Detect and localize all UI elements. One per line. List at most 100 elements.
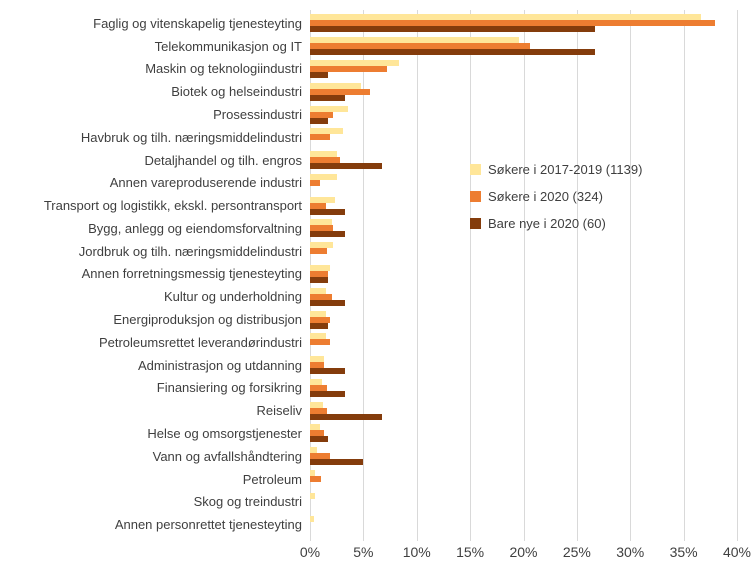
bar-series-1 bbox=[310, 82, 362, 89]
bar-series-2 bbox=[310, 179, 320, 186]
category-row: Maskin og teknologiindustri bbox=[0, 58, 737, 81]
category-row: Jordbruk og tilh. næringsmiddelindustri bbox=[0, 240, 737, 263]
bar-series-3 bbox=[310, 231, 346, 238]
bar-series-2 bbox=[310, 225, 334, 232]
bar-series-2 bbox=[310, 407, 328, 414]
category-label: Annen vareproduserende industri bbox=[109, 175, 302, 191]
bar-group bbox=[310, 490, 737, 513]
bar-series-2 bbox=[310, 88, 370, 95]
bar-group bbox=[310, 171, 737, 194]
bar-series-3 bbox=[310, 71, 329, 78]
bar-series-1 bbox=[310, 515, 315, 522]
bar-series-2 bbox=[310, 248, 328, 255]
x-axis-tick-label: 5% bbox=[353, 544, 374, 560]
gridline bbox=[523, 10, 525, 541]
bar-series-1 bbox=[310, 470, 316, 477]
category-label: Annen forretningsmessig tjenesteyting bbox=[81, 266, 302, 282]
bar-series-2 bbox=[310, 20, 715, 27]
category-label: Finansiering og forsikring bbox=[156, 380, 302, 396]
bar-series-2 bbox=[310, 65, 387, 72]
bar-series-3 bbox=[310, 117, 329, 124]
bar-series-1 bbox=[310, 105, 349, 112]
bar-series-2 bbox=[310, 134, 331, 141]
chart-legend: Søkere i 2017-2019 (1139) Søkere i 2020 (… bbox=[470, 161, 642, 242]
category-row: Telekommunikasjon og IT bbox=[0, 35, 737, 58]
bar-series-1 bbox=[310, 333, 326, 340]
category-label: Faglig og vitenskapelig tjenesteyting bbox=[93, 15, 302, 31]
bar-group bbox=[310, 331, 737, 354]
category-row: Petroleumsrettet leverandørindustri bbox=[0, 331, 737, 354]
category-row: Kultur og underholdning bbox=[0, 285, 737, 308]
bar-series-1 bbox=[310, 219, 333, 226]
bar-series-1 bbox=[310, 128, 344, 135]
bar-series-2 bbox=[310, 43, 530, 50]
category-row: Bygg, anlegg og eiendomsforvaltning bbox=[0, 217, 737, 240]
bar-series-3 bbox=[310, 94, 346, 101]
category-label: Administrasjon og utdanning bbox=[137, 357, 302, 373]
bar-series-1 bbox=[310, 287, 326, 294]
bar-series-2 bbox=[310, 453, 331, 460]
legend-label: Bare nye i 2020 (60) bbox=[488, 216, 606, 231]
bar-series-2 bbox=[310, 316, 331, 323]
bar-series-1 bbox=[310, 242, 334, 249]
bar-group bbox=[310, 149, 737, 172]
bar-group bbox=[310, 194, 737, 217]
bar-group bbox=[310, 399, 737, 422]
bar-series-2 bbox=[310, 157, 340, 164]
x-axis-tick-label: 10% bbox=[402, 544, 431, 560]
category-label: Telekommunikasjon og IT bbox=[154, 38, 302, 54]
bar-group bbox=[310, 285, 737, 308]
category-row: Faglig og vitenskapelig tjenesteyting bbox=[0, 12, 737, 35]
bar-series-1 bbox=[310, 59, 399, 66]
bar-series-1 bbox=[310, 356, 324, 363]
bar-series-3 bbox=[310, 163, 382, 170]
x-axis-tick-label: 35% bbox=[669, 544, 698, 560]
category-label: Havbruk og tilh. næringsmiddelindustri bbox=[80, 129, 302, 145]
bar-series-3 bbox=[310, 276, 329, 283]
bar-group bbox=[310, 308, 737, 331]
bar-series-3 bbox=[310, 413, 382, 420]
gridline bbox=[576, 10, 578, 541]
category-label: Energiproduksjon og distribusjon bbox=[113, 312, 302, 328]
category-label: Detaljhandel og tilh. engros bbox=[144, 152, 302, 168]
bar-series-2 bbox=[310, 111, 334, 118]
category-row: Energiproduksjon og distribusjon bbox=[0, 308, 737, 331]
x-axis-tick-label: 20% bbox=[509, 544, 538, 560]
category-label: Helse og omsorgstjenester bbox=[147, 425, 302, 441]
bar-series-3 bbox=[310, 459, 364, 466]
bar-group bbox=[310, 80, 737, 103]
legend-swatch-icon bbox=[470, 164, 481, 175]
bar-series-3 bbox=[310, 436, 329, 443]
category-label: Reiseliv bbox=[256, 403, 302, 419]
bar-series-2 bbox=[310, 293, 333, 300]
gridline bbox=[363, 10, 365, 541]
category-row: Administrasjon og utdanning bbox=[0, 354, 737, 377]
x-axis-tick-label: 15% bbox=[456, 544, 485, 560]
bar-series-3 bbox=[310, 299, 346, 306]
category-label: Annen personrettet tjenesteyting bbox=[114, 517, 302, 533]
category-label: Skog og treindustri bbox=[193, 494, 302, 510]
bar-series-2 bbox=[310, 430, 324, 437]
bar-series-1 bbox=[310, 492, 316, 499]
category-label: Jordbruk og tilh. næringsmiddelindustri bbox=[78, 243, 302, 259]
bar-series-1 bbox=[310, 401, 323, 408]
x-axis-tick-label: 30% bbox=[616, 544, 645, 560]
gridline bbox=[683, 10, 685, 541]
gridline bbox=[737, 10, 738, 541]
bar-series-2 bbox=[310, 476, 321, 483]
gridline bbox=[416, 10, 418, 541]
bar-series-1 bbox=[310, 447, 318, 454]
category-row: Prosessindustri bbox=[0, 103, 737, 126]
bar-group bbox=[310, 354, 737, 377]
bar-series-1 bbox=[310, 37, 520, 44]
category-row: Annen vareproduserende industri bbox=[0, 171, 737, 194]
bar-series-1 bbox=[310, 151, 337, 158]
bar-series-1 bbox=[310, 14, 701, 21]
bar-group bbox=[310, 377, 737, 400]
bar-series-3 bbox=[310, 26, 596, 33]
category-row: Annen personrettet tjenesteyting bbox=[0, 513, 737, 536]
category-label: Bygg, anlegg og eiendomsforvaltning bbox=[88, 220, 302, 236]
legend-entry: Søkere i 2020 (324) bbox=[470, 188, 642, 205]
category-label: Transport og logistikk, ekskl. persontra… bbox=[43, 198, 302, 214]
